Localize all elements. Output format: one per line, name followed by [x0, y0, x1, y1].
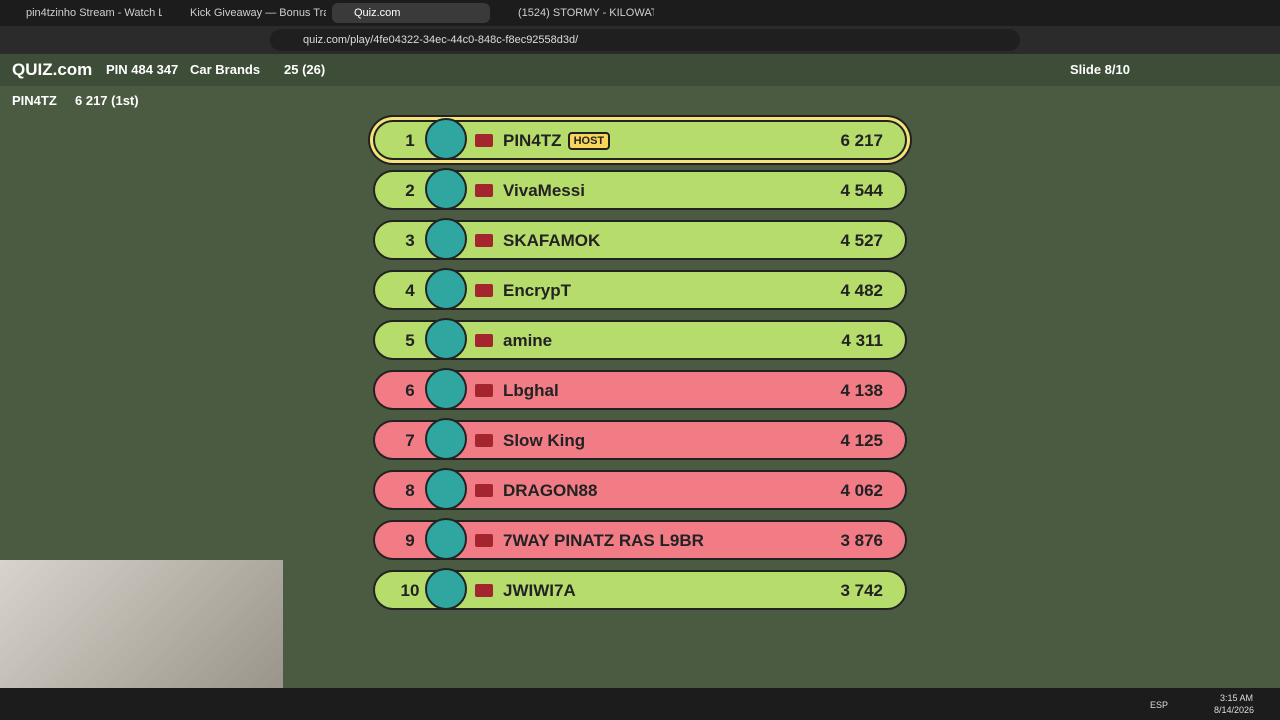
leaderboard-row: 8 DRAGON88 4 062: [373, 468, 907, 510]
leaderboard-row: 1 PIN4TZ HOST 6 217: [373, 118, 907, 160]
leaderboard-row: 5 amine 4 311: [373, 318, 907, 360]
url[interactable]: quiz.com/play/4fe04322-34ec-44c0-848c-f8…: [303, 34, 579, 46]
rank: 4: [405, 281, 415, 300]
score: 4 138: [840, 381, 883, 400]
score: 4 062: [840, 481, 883, 500]
date[interactable]: 8/14/2026: [1214, 705, 1255, 715]
quiz-header: QUIZ.com: [0, 54, 1280, 86]
avatar: [425, 218, 467, 260]
avatar: [425, 518, 467, 560]
rank: 2: [405, 181, 415, 200]
rank: 7: [405, 431, 415, 450]
rank: 9: [405, 531, 415, 550]
rank: 10: [400, 581, 420, 600]
time[interactable]: 3:15 AM: [1220, 693, 1254, 703]
rank: 8: [405, 481, 415, 500]
flag: [475, 134, 493, 147]
flag: [475, 484, 493, 497]
leaderboard-row: 2 VivaMessi 4 544: [373, 168, 907, 210]
rank: 1: [405, 131, 415, 150]
players[interactable]: 25 (26): [284, 62, 326, 77]
address-bar: quiz.com/play/4fe04322-34ec-44c0-848c-f8…: [0, 26, 1280, 54]
avatar: [425, 568, 467, 610]
rank: 3: [405, 231, 415, 250]
avatar: [425, 368, 467, 410]
rank: 5: [405, 331, 415, 350]
player-name: Lbghal: [503, 381, 559, 400]
flag: [475, 234, 493, 247]
player-name: EncrypT: [503, 281, 572, 300]
player-name: 7WAY PINATZ RAS L9BR: [503, 531, 704, 550]
player-name: JWIWI7A: [503, 581, 576, 600]
slide: Slide 8/10: [1070, 62, 1130, 77]
player-name: PIN4TZ: [12, 93, 57, 108]
player-name: SKAFAMOK: [503, 231, 601, 250]
tab[interactable]: pin4tzinho Stream - Watch Live on K: [26, 7, 162, 19]
player-name: amine: [503, 331, 553, 350]
logo[interactable]: QUIZ.com: [12, 60, 93, 79]
score: 4 544: [840, 181, 883, 200]
flag: [475, 184, 493, 197]
leaderboard-row: 6 Lbghal 4 138: [373, 368, 907, 410]
topic: Car Brands: [190, 62, 261, 77]
score: 6 217: [840, 131, 883, 150]
rank: 6: [405, 381, 415, 400]
score: 3 742: [840, 581, 883, 600]
language[interactable]: ESP: [1150, 700, 1169, 710]
tab[interactable]: Quiz.com: [332, 3, 490, 23]
host-badge: HOST: [567, 132, 611, 150]
leaderboard-row: 10 JWIWI7A 3 742: [373, 568, 907, 610]
leaderboard-row: 3 SKAFAMOK 4 527: [373, 218, 907, 260]
avatar: [425, 268, 467, 310]
player-name: PIN4TZ HOST: [503, 131, 611, 151]
flag: [475, 384, 493, 397]
score: 4 125: [840, 431, 883, 450]
score: 3 876: [840, 531, 883, 550]
flag: [475, 434, 493, 447]
player-name: DRAGON88: [503, 481, 598, 500]
player-name: Slow King: [503, 431, 586, 450]
flag: [475, 284, 493, 297]
leaderboard-row: 4 EncrypT 4 482: [373, 268, 907, 310]
url-field[interactable]: [270, 29, 1020, 51]
flag: [475, 334, 493, 347]
score: 4 311: [841, 331, 883, 350]
flag: [475, 584, 493, 597]
player-score: 6 217 (1st): [75, 93, 139, 108]
avatar: [425, 318, 467, 360]
tab-bar: pin4tzinho Stream - Watch Live on K Kick…: [0, 0, 1280, 26]
pin: PIN 484 347: [106, 62, 179, 77]
leaderboard-row: 7 Slow King 4 125: [373, 418, 907, 460]
score: 4 527: [840, 231, 883, 250]
tab[interactable]: (1524) STORMY - KILOWAT (VISUALI: [518, 7, 654, 19]
score: 4 482: [840, 281, 883, 300]
player-name: VivaMessi: [503, 181, 585, 200]
flag: [475, 534, 493, 547]
avatar: [425, 418, 467, 460]
leaderboard-row: 9 7WAY PINATZ RAS L9BR 3 876: [373, 518, 907, 560]
avatar: [425, 468, 467, 510]
taskbar: ESP 3:15 AM 8/14/2026: [0, 688, 1280, 720]
avatar: [425, 168, 467, 210]
avatar: [425, 118, 467, 160]
tab[interactable]: Kick Giveaway — Bonus Tracker | Bo: [190, 7, 326, 19]
webcam: [0, 560, 283, 688]
